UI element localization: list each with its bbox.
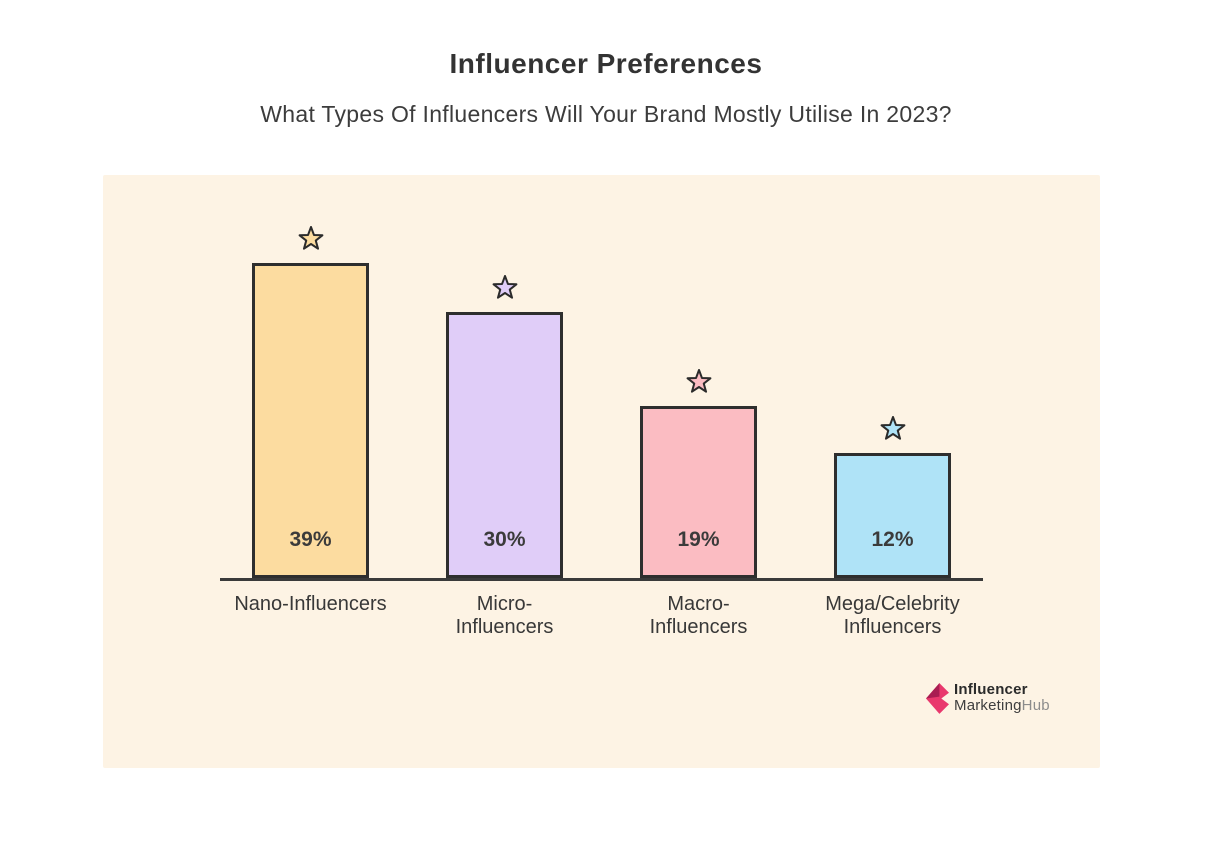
category-label-macro: Macro- Influencers — [649, 593, 748, 638]
bar-nano: 39% — [252, 226, 369, 578]
value-label: 30% — [483, 528, 526, 551]
x-axis-baseline — [220, 578, 983, 581]
logo-diamond-icon — [926, 682, 949, 714]
chart-title: Influencer Preferences — [449, 48, 763, 79]
star-icon — [686, 369, 711, 393]
value-label: 12% — [871, 528, 914, 551]
bar-micro: 30% — [446, 275, 563, 578]
logo-hub-text: Hub — [1021, 697, 1050, 714]
bar-group-mega: 12% — [796, 416, 990, 578]
bars-row: 39% 30% 19% — [103, 226, 1100, 578]
bar-mega: 12% — [834, 416, 951, 578]
bar-group-macro: 19% — [602, 369, 796, 578]
logo-line-influencer: Influencer — [954, 681, 1028, 698]
logo-line-marketinghub: MarketingHub — [954, 698, 1050, 714]
bar-macro: 19% — [640, 369, 757, 578]
category-label-mega: Mega/Celebrity Influencers — [825, 593, 960, 638]
value-label: 19% — [677, 528, 720, 551]
influencer-marketinghub-logo: Influencer MarketingHub — [926, 682, 1050, 714]
star-icon — [880, 416, 905, 440]
bar-group-nano: 39% — [214, 226, 408, 578]
star-icon — [298, 226, 323, 250]
category-labels-row: Nano-Influencers Micro- Influencers Macr… — [103, 593, 1100, 639]
category-label-micro: Micro- Influencers — [455, 593, 554, 638]
logo-marketing-text: Marketing — [954, 697, 1022, 714]
bar-group-micro: 30% — [408, 275, 602, 578]
chart-panel: 39% 30% 19% — [103, 175, 1100, 768]
star-icon — [492, 275, 517, 299]
category-label-nano: Nano-Influencers — [234, 593, 387, 615]
value-label: 39% — [289, 528, 332, 551]
chart-subtitle: What Types Of Influencers Will Your Bran… — [260, 101, 952, 127]
logo-text: Influencer MarketingHub — [954, 682, 1050, 714]
